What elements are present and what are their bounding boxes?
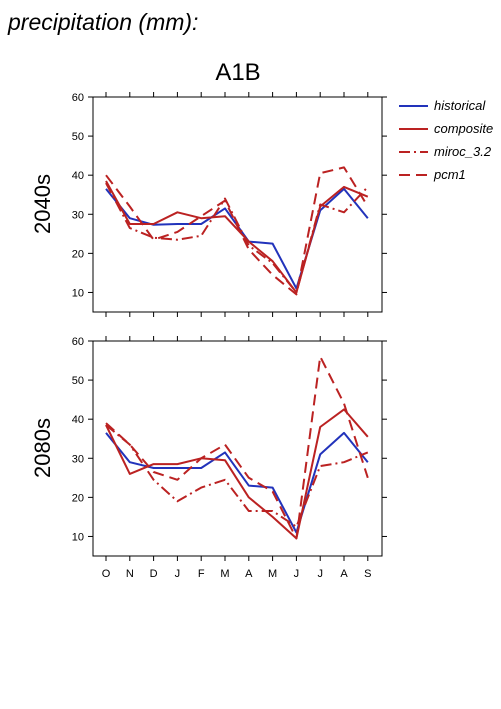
legend-label: pcm1: [433, 167, 466, 182]
x-tick-label: O: [102, 568, 111, 580]
legend: historical composite miroc_3.2 pcm1: [399, 98, 493, 182]
x-tick-marks: [105, 92, 369, 317]
x-tick-label: J: [294, 568, 300, 580]
y-tick-label: 60: [72, 336, 84, 348]
series-lines: [105, 355, 369, 540]
y-tick-label: 30: [72, 453, 84, 465]
x-tick-label: M: [220, 568, 229, 580]
series-line-pcm1: [105, 166, 369, 296]
y-tick-label: 40: [72, 414, 84, 426]
x-tick-label: D: [150, 568, 158, 580]
x-tick-label: S: [364, 568, 371, 580]
plot-frame: [92, 96, 383, 313]
y-tick-labels: 10 20 30 40 50 60: [72, 92, 84, 299]
y-tick-label: 50: [72, 131, 84, 143]
y-tick-label: 10: [72, 287, 84, 299]
y-tick-label: 20: [72, 492, 84, 504]
series-line-pcm1: [105, 355, 369, 540]
legend-label: composite: [434, 121, 493, 136]
series-line-composite: [105, 180, 369, 294]
y-tick-label: 20: [72, 248, 84, 260]
legend-label: miroc_3.2: [434, 144, 492, 159]
y-tick-marks: [88, 340, 387, 537]
panel-label: 2040s: [30, 174, 55, 234]
series-line-historical: [105, 431, 369, 534]
x-tick-label: A: [245, 568, 253, 580]
series-lines: [105, 166, 369, 296]
x-tick-marks: [105, 336, 369, 561]
plot-frame: [92, 340, 383, 557]
series-line-miroc-3-2: [105, 182, 369, 294]
y-tick-labels: 10 20 30 40 50 60: [72, 336, 84, 543]
y-tick-label: 40: [72, 170, 84, 182]
page-title: precipitation (mm):: [7, 9, 198, 35]
y-tick-label: 60: [72, 92, 84, 104]
x-tick-label: J: [317, 568, 323, 580]
x-tick-label: N: [126, 568, 134, 580]
x-tick-label: M: [268, 568, 277, 580]
panel-2040s: 10 20 30 40 50 60 2040s: [30, 92, 387, 317]
y-tick-label: 10: [72, 531, 84, 543]
series-line-miroc-3-2: [105, 424, 369, 528]
scenario-title: A1B: [215, 59, 260, 86]
y-tick-marks: [88, 96, 387, 293]
series-line-composite: [105, 408, 369, 540]
x-tick-label: F: [198, 568, 205, 580]
series-line-historical: [105, 187, 369, 290]
y-tick-label: 50: [72, 375, 84, 387]
panel-2080s: 10 20 30 40 50 60 O N D J F M A M J J A S 2080s: [30, 336, 387, 580]
x-tick-label: A: [340, 568, 348, 580]
panel-label: 2080s: [30, 418, 55, 478]
legend-label: historical: [434, 98, 486, 113]
x-tick-label: J: [175, 568, 181, 580]
y-tick-label: 30: [72, 209, 84, 221]
